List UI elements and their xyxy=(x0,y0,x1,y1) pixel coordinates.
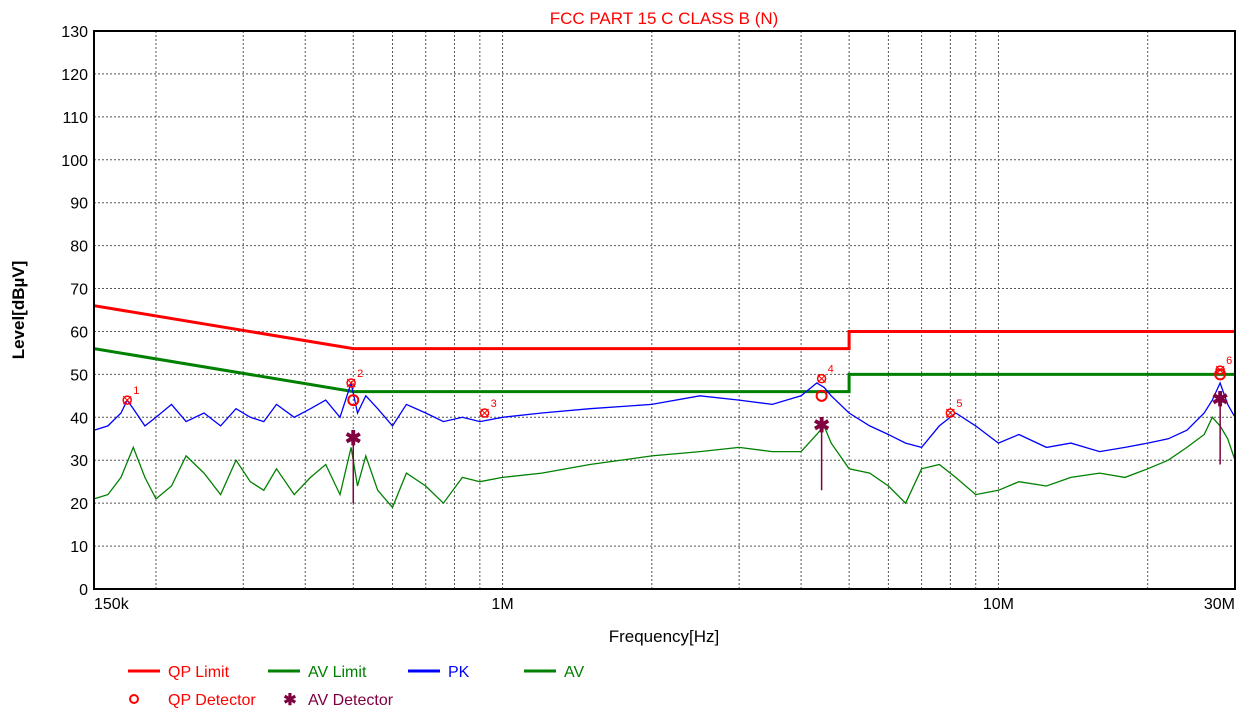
peak-marker-label: 5 xyxy=(956,398,962,410)
y-tick-label: 80 xyxy=(70,239,88,256)
legend-swatch: ✱ xyxy=(283,692,296,709)
legend-label: PK xyxy=(448,664,470,681)
legend-label: QP Limit xyxy=(168,664,230,681)
peak-marker-x xyxy=(817,374,826,384)
legend: QP Limit AV Limit PK AV QP Detector ✱ AV Detec… xyxy=(128,664,584,709)
y-tick-label: 90 xyxy=(70,196,88,213)
peak-marker-x xyxy=(1215,365,1225,375)
y-tick-label: 100 xyxy=(61,153,88,170)
peak-marker-x xyxy=(122,395,132,405)
peak-marker-label: 2 xyxy=(357,368,363,380)
x-tick-label: 10M xyxy=(983,596,1014,613)
y-tick-label: 130 xyxy=(61,24,88,41)
plot-frame xyxy=(93,30,1236,590)
av-detector-point: ✱ xyxy=(345,428,362,450)
series-line-av-limit xyxy=(93,347,1235,394)
y-tick-label: 60 xyxy=(70,324,88,341)
peak-marker xyxy=(122,395,132,405)
series-line-pk xyxy=(93,380,1236,453)
legend-item-av: AV xyxy=(524,664,584,681)
legend-item-av-detector: ✱ AV Detector xyxy=(283,692,393,709)
peak-marker xyxy=(1215,365,1225,375)
y-tick-label: 20 xyxy=(70,496,88,513)
x-tick-label: 150k xyxy=(94,596,130,613)
legend-swatch xyxy=(129,694,139,704)
peak-marker xyxy=(346,378,356,388)
peak-marker xyxy=(479,408,490,418)
peak-marker-x xyxy=(480,408,489,418)
legend-item-av-limit: AV Limit xyxy=(268,664,367,681)
markers: ✱ ✱ ✱ 1 2 3 4 5 6 xyxy=(122,355,1232,504)
series-line-qp-limit xyxy=(93,304,1235,351)
series-line-av xyxy=(93,416,1236,509)
peak-marker-label: 4 xyxy=(828,364,834,376)
peak-marker-label: 6 xyxy=(1226,355,1232,367)
legend-item-qp-limit: QP Limit xyxy=(128,664,230,681)
grid xyxy=(94,31,1235,589)
av-detector-point: ✱ xyxy=(813,415,830,437)
legend-item-pk: PK xyxy=(408,664,470,681)
y-tick-label: 110 xyxy=(62,110,88,127)
limit-lines xyxy=(93,304,1235,394)
legend-label: QP Detector xyxy=(168,692,256,709)
traces xyxy=(93,380,1236,509)
peak-marker-label: 1 xyxy=(133,385,139,397)
y-tick-label: 0 xyxy=(79,582,88,599)
x-tick-label: 1M xyxy=(491,596,513,613)
x-tick-label: 30M xyxy=(1204,596,1235,613)
tick-labels: 0 10 20 30 40 50 60 70 80 90 100 110 120 130 150k 1M 10M… xyxy=(61,24,1235,613)
x-axis-label: Frequency[Hz] xyxy=(609,627,720,646)
qp-detector-point xyxy=(347,394,360,407)
y-tick-label: 50 xyxy=(70,367,88,384)
y-axis-label: Level[dBµV] xyxy=(9,261,28,360)
peak-marker-x xyxy=(946,408,955,418)
legend-item-qp-detector: QP Detector xyxy=(129,692,256,709)
peak-marker-x xyxy=(346,378,356,388)
y-tick-label: 10 xyxy=(70,539,88,556)
legend-label: AV Limit xyxy=(308,664,367,681)
y-tick-label: 30 xyxy=(70,453,88,470)
y-tick-label: 70 xyxy=(70,282,88,299)
chart-title: FCC PART 15 C CLASS B (N) xyxy=(550,9,779,28)
y-tick-label: 120 xyxy=(61,67,88,84)
legend-label: AV xyxy=(564,664,584,681)
peak-marker-label: 3 xyxy=(491,398,497,410)
peak-marker xyxy=(945,408,956,418)
legend-label: AV Detector xyxy=(308,692,394,709)
av-detector-point: ✱ xyxy=(1212,389,1229,411)
qp-detector-point xyxy=(815,389,828,402)
y-tick-label: 40 xyxy=(70,410,88,427)
peak-marker xyxy=(816,373,827,384)
qp-detector-point xyxy=(1214,368,1227,381)
